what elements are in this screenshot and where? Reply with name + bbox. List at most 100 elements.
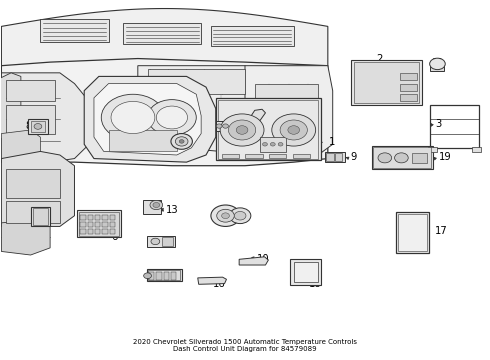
Bar <box>147 269 182 282</box>
Circle shape <box>222 124 228 128</box>
Text: 5: 5 <box>227 122 233 132</box>
Bar <box>80 215 86 220</box>
Text: 10: 10 <box>257 253 270 264</box>
Polygon shape <box>0 73 21 141</box>
Text: 9: 9 <box>351 153 357 162</box>
Text: 2020 Chevrolet Silverado 1500 Automatic Temperature Controls
Dash Control Unit D: 2020 Chevrolet Silverado 1500 Automatic … <box>133 339 357 352</box>
Text: 2: 2 <box>376 54 383 64</box>
Bar <box>335 153 343 161</box>
Text: 18: 18 <box>309 279 322 289</box>
Bar <box>40 19 109 42</box>
Circle shape <box>151 238 160 245</box>
Bar <box>396 212 429 253</box>
Bar <box>221 154 239 158</box>
Bar <box>471 147 481 152</box>
Circle shape <box>394 153 408 163</box>
Bar <box>102 222 108 227</box>
Bar <box>88 229 93 234</box>
Bar <box>162 237 173 246</box>
Bar <box>30 207 50 226</box>
Text: 8: 8 <box>26 121 32 131</box>
Bar <box>77 210 121 237</box>
Polygon shape <box>1 219 50 255</box>
Bar <box>270 154 287 158</box>
Bar <box>147 69 245 94</box>
Bar <box>88 222 93 227</box>
Bar <box>400 84 417 91</box>
Bar <box>164 272 169 280</box>
Circle shape <box>211 205 240 226</box>
Circle shape <box>179 140 184 143</box>
Bar <box>255 84 318 109</box>
Bar <box>398 213 427 251</box>
Circle shape <box>234 211 246 220</box>
Circle shape <box>229 208 251 224</box>
Bar <box>147 236 175 247</box>
Text: 13: 13 <box>166 204 178 215</box>
Circle shape <box>150 201 163 210</box>
Bar <box>290 258 321 285</box>
Text: 6: 6 <box>112 232 118 242</box>
Text: 20: 20 <box>268 117 280 127</box>
Polygon shape <box>245 66 333 155</box>
Circle shape <box>216 124 222 128</box>
Circle shape <box>280 120 307 140</box>
Bar <box>6 169 60 198</box>
Circle shape <box>101 94 165 141</box>
Circle shape <box>175 137 188 146</box>
Bar <box>109 130 177 152</box>
Bar <box>156 272 162 280</box>
Circle shape <box>220 114 264 146</box>
Circle shape <box>430 58 445 69</box>
Bar <box>102 229 108 234</box>
Bar <box>216 121 230 131</box>
Text: 14: 14 <box>146 238 158 248</box>
Circle shape <box>270 143 275 146</box>
Bar <box>412 153 427 163</box>
Bar <box>430 65 444 71</box>
Bar <box>400 73 417 80</box>
Text: 16: 16 <box>213 279 226 289</box>
Circle shape <box>288 126 299 134</box>
Bar <box>216 98 320 160</box>
Bar <box>148 270 180 280</box>
Polygon shape <box>1 73 89 162</box>
Polygon shape <box>1 130 40 162</box>
Bar <box>80 229 86 234</box>
Circle shape <box>278 143 283 146</box>
Bar <box>430 105 479 148</box>
Bar <box>326 153 334 161</box>
Text: 15: 15 <box>146 271 158 282</box>
Bar <box>110 215 115 220</box>
Bar <box>245 154 263 158</box>
Bar <box>255 112 318 141</box>
Bar <box>95 215 100 220</box>
Circle shape <box>228 120 256 140</box>
Bar <box>110 229 115 234</box>
Bar <box>143 200 161 214</box>
Bar <box>372 146 433 169</box>
Bar <box>428 147 438 152</box>
Bar <box>354 63 419 103</box>
Circle shape <box>217 209 234 222</box>
Circle shape <box>221 213 229 219</box>
Bar <box>30 121 45 132</box>
Circle shape <box>144 273 151 279</box>
Bar <box>88 215 93 220</box>
Polygon shape <box>1 59 328 166</box>
Polygon shape <box>249 109 266 121</box>
Bar <box>102 215 108 220</box>
Polygon shape <box>94 84 201 155</box>
Text: 7: 7 <box>30 212 37 222</box>
Text: 11: 11 <box>432 58 445 68</box>
Bar <box>325 152 345 162</box>
Circle shape <box>153 203 160 207</box>
Circle shape <box>34 123 42 129</box>
Bar <box>149 272 154 280</box>
Text: 4: 4 <box>178 136 185 147</box>
Text: 19: 19 <box>439 153 451 162</box>
Bar <box>351 60 422 105</box>
Polygon shape <box>198 277 226 284</box>
Circle shape <box>111 102 155 134</box>
Polygon shape <box>1 9 328 73</box>
